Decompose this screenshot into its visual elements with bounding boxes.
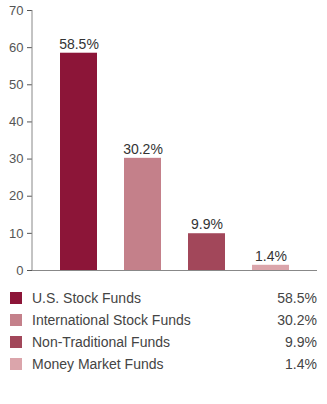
svg-text:60: 60 (9, 40, 23, 55)
svg-text:20: 20 (9, 188, 23, 203)
html-text:9.9%: 9.9% (285, 334, 317, 350)
html-text:1.4%: 1.4% (285, 356, 317, 372)
html-text:International Stock Funds: International Stock Funds (32, 312, 191, 328)
html-text:58.5%: 58.5% (277, 290, 317, 306)
svg-text:40: 40 (9, 114, 23, 129)
svg-text:50: 50 (9, 77, 23, 92)
svg-text:70: 70 (9, 3, 23, 18)
svg-text:58.5%: 58.5% (59, 36, 99, 52)
html-text:U.S. Stock Funds: U.S. Stock Funds (32, 290, 141, 306)
html-text:Non-Traditional Funds: Non-Traditional Funds (32, 334, 170, 350)
html-text:Money Market Funds: Money Market Funds (32, 356, 164, 372)
svg-text:1.4%: 1.4% (255, 248, 287, 264)
svg-text:0: 0 (16, 263, 23, 278)
html-text:30.2%: 30.2% (277, 312, 317, 328)
svg-text:30.2%: 30.2% (123, 141, 163, 157)
svg-text:30: 30 (9, 151, 23, 166)
svg-text:10: 10 (9, 226, 23, 241)
svg-text:9.9%: 9.9% (191, 216, 223, 232)
